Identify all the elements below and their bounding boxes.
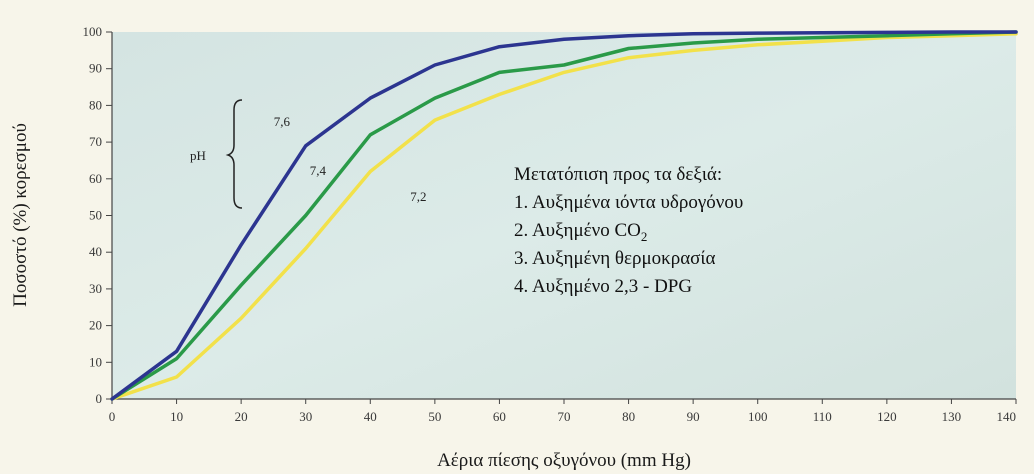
shift-item-4: 4. Αυξημένο 2,3 - DPG xyxy=(514,276,692,297)
y-tick-label: 100 xyxy=(83,24,103,39)
x-axis-ticks: 0 10 20 30 40 50 60 70 80 90 100 110 120 130 140 xyxy=(109,399,1017,424)
x-tick-label: 110 xyxy=(813,409,832,424)
series-label-7-6: 7,6 xyxy=(274,114,291,129)
series-line-7-4 xyxy=(110,30,1018,401)
x-tick-label: 20 xyxy=(235,409,248,424)
series-label-7-2: 7,2 xyxy=(410,189,426,204)
x-tick-label: 80 xyxy=(622,409,635,424)
y-tick-label: 70 xyxy=(89,134,102,149)
series-layer: 7,6 7,4 7,2 xyxy=(110,30,1018,401)
series-line-7-2 xyxy=(110,32,1018,401)
x-tick-label: 70 xyxy=(558,409,571,424)
shift-item-2-text: 2. Αυξημένο CO xyxy=(514,220,641,241)
y-tick-label: 20 xyxy=(89,318,102,333)
x-tick-label: 120 xyxy=(877,409,897,424)
x-tick-label: 10 xyxy=(170,409,183,424)
x-tick-label: 60 xyxy=(493,409,506,424)
plot-area xyxy=(112,32,1016,399)
shift-title: Μετατόπιση προς τα δεξιά: xyxy=(514,164,722,185)
x-tick-label: 30 xyxy=(299,409,312,424)
shift-item-2: 2. Αυξημένο CO2 xyxy=(514,220,647,244)
y-axis-ticks: 0 10 20 30 40 50 60 70 80 90 100 xyxy=(83,24,112,406)
shift-item-3: 3. Αυξημένη θερμοκρασία xyxy=(514,248,716,269)
x-tick-label: 130 xyxy=(942,409,962,424)
shift-annotation: Μετατόπιση προς τα δεξιά: 1. Αυξημένα ιό… xyxy=(514,164,743,297)
x-tick-label: 0 xyxy=(109,409,116,424)
x-tick-label: 100 xyxy=(748,409,768,424)
y-tick-label: 30 xyxy=(89,281,102,296)
y-tick-label: 40 xyxy=(89,244,102,259)
ph-label: pH xyxy=(190,148,206,163)
co2-subscript: 2 xyxy=(641,229,648,244)
y-tick-label: 10 xyxy=(89,354,102,369)
ph-brace xyxy=(225,99,243,209)
y-tick-label: 90 xyxy=(89,61,102,76)
x-axis-title: Αέρια πίεσης οξυγόνου (mm Hg) xyxy=(437,450,691,471)
y-tick-label: 0 xyxy=(96,391,103,406)
x-tick-label: 90 xyxy=(687,409,700,424)
shift-item-1: 1. Αυξημένα ιόντα υδρογόνου xyxy=(514,192,743,213)
y-tick-label: 50 xyxy=(89,208,102,223)
x-tick-label: 50 xyxy=(428,409,441,424)
y-tick-label: 60 xyxy=(89,171,102,186)
series-line-7-6 xyxy=(110,30,1018,401)
x-tick-label: 140 xyxy=(997,409,1017,424)
series-label-7-4: 7,4 xyxy=(310,163,327,178)
y-tick-label: 80 xyxy=(89,97,102,112)
y-axis-title: Ποσοστό (%) κορεσμού xyxy=(10,123,31,307)
x-tick-label: 40 xyxy=(364,409,377,424)
